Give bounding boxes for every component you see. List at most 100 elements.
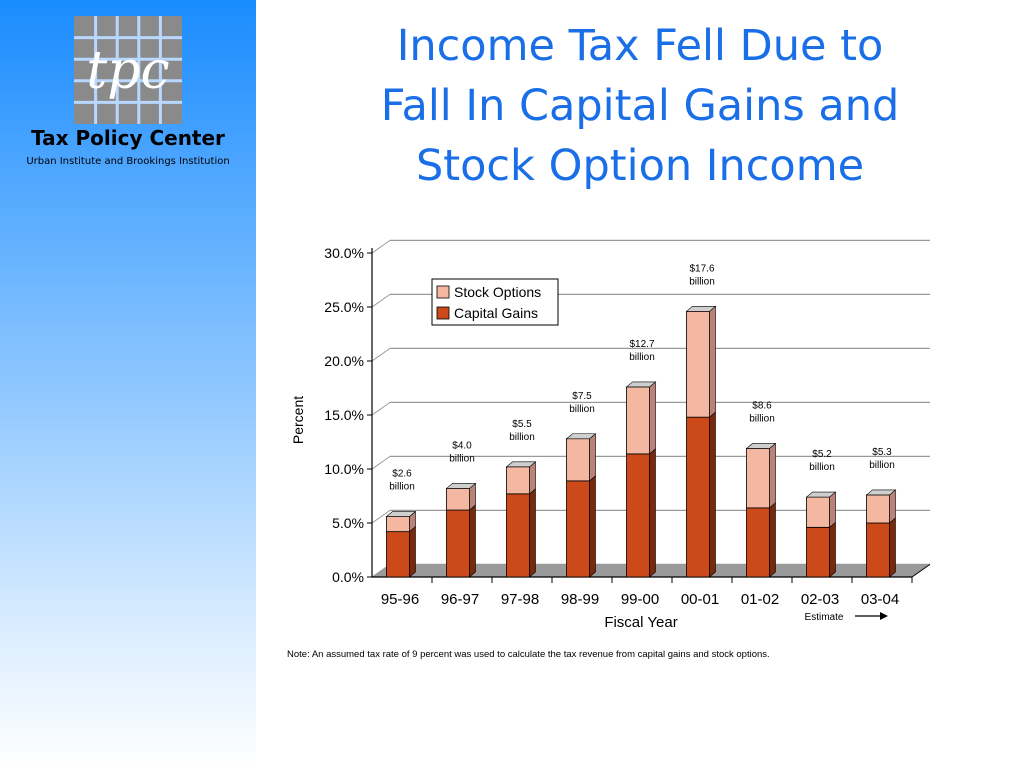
legend-label: Stock Options xyxy=(454,284,541,300)
gridline-diagonal xyxy=(371,455,391,470)
x-tick-label: 01-02 xyxy=(741,591,779,608)
bar-segment-capital-gains xyxy=(866,522,890,578)
bar-top xyxy=(685,306,717,312)
legend-label: Capital Gains xyxy=(454,305,538,321)
x-tick-label: 00-01 xyxy=(681,591,719,608)
bar-data-label: billion xyxy=(629,352,655,363)
y-tick-label: 10.0% xyxy=(324,461,364,477)
bar-segment-stock-options xyxy=(626,386,650,455)
x-tick-label: 99-00 xyxy=(621,591,659,608)
x-tick-label: 96-97 xyxy=(441,591,479,608)
bar-segment-stock-options xyxy=(506,466,530,495)
y-tick-label: 25.0% xyxy=(324,299,364,315)
bar-data-label: billion xyxy=(569,404,595,415)
gridline-diagonal xyxy=(371,401,391,416)
y-tick-label: 5.0% xyxy=(332,515,364,531)
bar-side xyxy=(649,381,656,455)
x-tick-label: 97-98 xyxy=(501,591,539,608)
title-line: Stock Option Income xyxy=(415,141,865,191)
bar-data-label: $12.7 xyxy=(629,339,654,350)
bar-side xyxy=(769,442,776,509)
title-line: Fall In Capital Gains and xyxy=(380,81,900,131)
bar-data-label: billion xyxy=(509,432,535,443)
bar-side xyxy=(469,504,476,578)
bar-segment-capital-gains xyxy=(506,493,530,578)
sidebar: tpc Tax Policy Center Urban Institute an… xyxy=(0,0,256,768)
bar-side xyxy=(769,502,776,578)
gridline-diagonal xyxy=(371,293,391,308)
bar-top xyxy=(565,433,597,440)
title-line: Income Tax Fell Due to xyxy=(396,21,884,71)
bar-segment-stock-options xyxy=(746,448,770,509)
slide-title: Income Tax Fell Due to Fall In Capital G… xyxy=(290,16,990,196)
org-subtitle: Urban Institute and Brookings Institutio… xyxy=(26,156,230,167)
legend-swatch xyxy=(436,306,450,320)
bar-segment-capital-gains xyxy=(386,531,410,578)
bar-segment-stock-options xyxy=(686,310,710,418)
y-tick-label: 20.0% xyxy=(324,353,364,369)
bar-side xyxy=(409,525,416,578)
bar-side xyxy=(889,517,896,578)
bar-top xyxy=(625,381,657,388)
bar-side xyxy=(589,475,596,578)
bar-data-label: billion xyxy=(749,413,775,424)
bar-side xyxy=(709,411,716,578)
x-tick-label: 02-03 xyxy=(801,591,839,608)
bar-segment-capital-gains xyxy=(746,507,770,578)
bar-side xyxy=(649,448,656,578)
bar-data-label: billion xyxy=(689,276,715,287)
bar-data-label: $5.5 xyxy=(512,419,532,430)
bar-top xyxy=(805,491,837,498)
estimate-label: Estimate xyxy=(805,612,844,623)
org-name: Tax Policy Center xyxy=(31,126,225,150)
bar-data-label: $4.0 xyxy=(452,440,472,451)
gridline-diagonal xyxy=(371,509,391,524)
bar-side xyxy=(589,433,596,482)
y-axis-title: Percent xyxy=(290,396,306,444)
bar-data-label: $2.6 xyxy=(392,469,412,480)
bar-top xyxy=(505,461,537,468)
logo-text: tpc xyxy=(86,41,169,101)
y-tick-label: 30.0% xyxy=(324,245,364,261)
bar-segment-capital-gains xyxy=(686,416,710,578)
bar-side xyxy=(709,305,716,418)
bar-segment-capital-gains xyxy=(626,453,650,578)
x-tick-label: 95-96 xyxy=(381,591,419,608)
bar-side xyxy=(829,521,836,578)
bar-side xyxy=(529,461,536,495)
gridline-diagonal xyxy=(371,239,391,254)
bar-top xyxy=(445,483,477,489)
legend xyxy=(431,278,559,326)
x-axis-end xyxy=(911,563,931,578)
legend-swatch xyxy=(436,285,450,299)
chart-note: Note: An assumed tax rate of 9 percent w… xyxy=(287,649,770,660)
bar-segment-stock-options xyxy=(386,516,410,533)
bar-segment-stock-options xyxy=(866,494,890,524)
bar-data-label: billion xyxy=(809,462,835,473)
y-tick-label: 15.0% xyxy=(324,407,364,423)
bar-segment-stock-options xyxy=(566,438,590,482)
x-tick-label: 03-04 xyxy=(861,591,899,608)
bar-top xyxy=(385,511,417,517)
bar-side xyxy=(829,491,836,528)
bar-segment-capital-gains xyxy=(566,480,590,578)
bar-chart: 0.0% 5.0% 10.0% 15.0% 20.0% 25.0% 30.0% 95-96 $2… xyxy=(290,239,931,631)
gridline-diagonal xyxy=(371,347,391,362)
y-tick-label: 0.0% xyxy=(332,569,364,585)
tpc-logo: tpc xyxy=(74,16,182,124)
bar-data-label: $8.6 xyxy=(752,400,772,411)
bar-side xyxy=(529,488,536,578)
bar-segment-capital-gains xyxy=(446,509,470,578)
bar-segment-stock-options xyxy=(446,488,470,511)
bar-segment-capital-gains xyxy=(806,526,830,578)
bar-segment-stock-options xyxy=(806,496,830,528)
bar-data-label: $5.3 xyxy=(872,447,892,458)
bar-side xyxy=(889,489,896,524)
x-tick-label: 98-99 xyxy=(561,591,599,608)
bar-data-label: $17.6 xyxy=(689,263,714,274)
bar-data-label: billion xyxy=(449,453,475,464)
bar-data-label: billion xyxy=(869,460,895,471)
bar-data-label: $7.5 xyxy=(572,391,592,402)
bar-top xyxy=(865,489,897,496)
bar-data-label: billion xyxy=(389,482,415,493)
